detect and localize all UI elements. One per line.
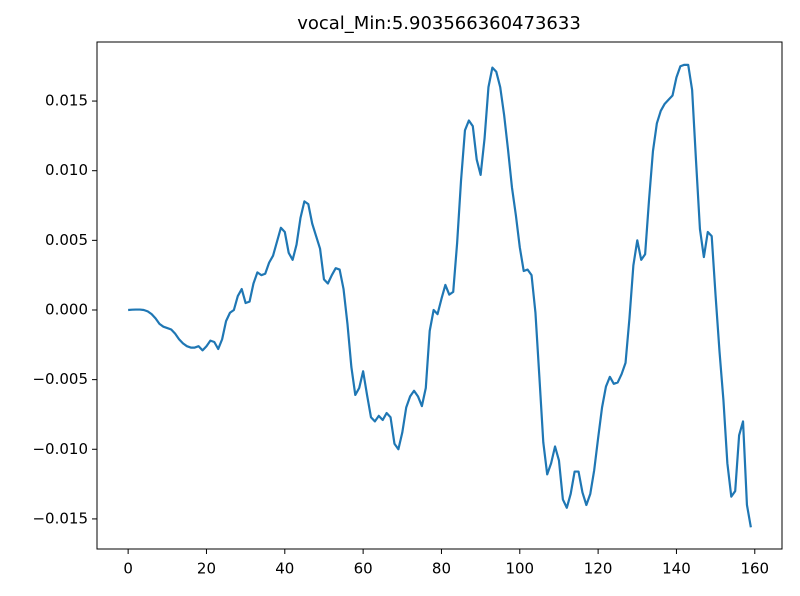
y-tick-label: 0.000 (45, 300, 88, 318)
x-tick-label: 0 (123, 560, 133, 578)
x-tick-label: 100 (505, 560, 534, 578)
y-tick-label: −0.010 (32, 440, 88, 458)
x-tick-label: 40 (275, 560, 294, 578)
y-tick-label: 0.015 (45, 92, 88, 110)
x-tick-label: 120 (584, 560, 613, 578)
data-line (128, 63, 752, 528)
x-tick-label: 80 (432, 560, 451, 578)
chart-title: vocal_Min:5.903566360473633 (297, 13, 581, 34)
x-tick-label: 140 (662, 560, 691, 578)
x-tick-label: 20 (197, 560, 216, 578)
plot-frame (96, 41, 783, 550)
y-tick-label: −0.005 (32, 370, 88, 388)
y-tick-label: −0.015 (32, 509, 88, 527)
y-tick-label: 0.010 (45, 161, 88, 179)
x-tick-label: 60 (354, 560, 373, 578)
y-tick-label: 0.005 (45, 231, 88, 249)
x-tick-label: 160 (740, 560, 769, 578)
